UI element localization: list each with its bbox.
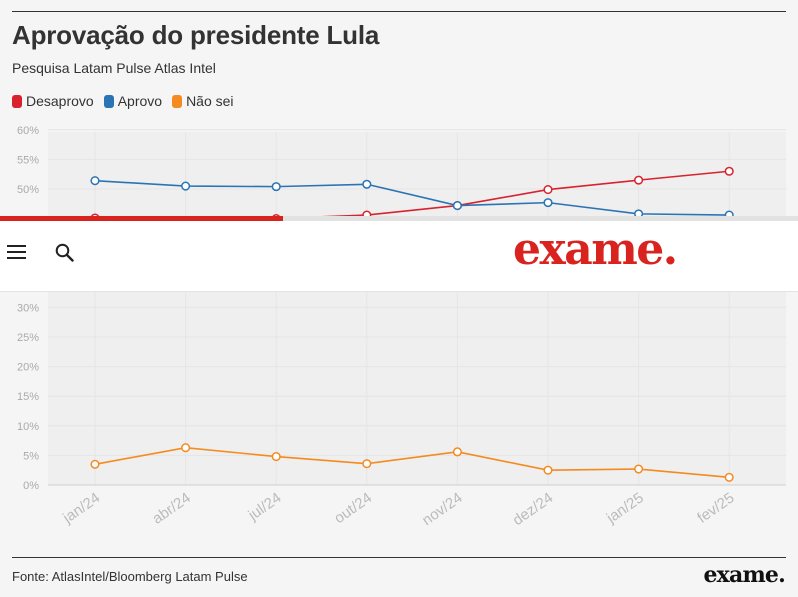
y-tick-label: 5%: [23, 450, 39, 462]
top-rule: [12, 11, 786, 12]
legend: Desaprovo Aprovo Não sei: [12, 93, 234, 109]
data-point-nao-sei: [362, 459, 372, 469]
chart-title: Aprovação do presidente Lula: [12, 20, 380, 50]
data-point-aprovo: [543, 198, 553, 208]
y-tick-label: 55%: [17, 154, 39, 166]
data-point-aprovo: [181, 181, 191, 191]
data-point-nao-sei: [90, 459, 100, 469]
x-tick-label: fev/25: [694, 489, 737, 526]
legend-swatch-nao-sei: [172, 94, 183, 108]
x-tick-label: nov/24: [419, 489, 466, 529]
y-tick-label: 0%: [23, 480, 39, 492]
data-point-nao-sei: [543, 465, 553, 475]
x-tick-label: jan/24: [59, 489, 103, 527]
brand-logo[interactable]: exame.: [513, 224, 678, 275]
legend-item-nao-sei[interactable]: Não sei: [172, 93, 234, 109]
data-point-aprovo: [452, 201, 462, 211]
legend-item-desaprovo[interactable]: Desaprovo: [12, 93, 94, 109]
x-tick-label: dez/24: [510, 489, 557, 529]
reading-progress-track: [0, 216, 798, 221]
data-point-nao-sei: [181, 443, 191, 453]
data-point-aprovo: [362, 179, 372, 189]
y-tick-label: 20%: [17, 362, 39, 374]
legend-label-aprovo: Aprovo: [117, 93, 163, 109]
y-tick-label: 60%: [17, 125, 39, 137]
data-point-nao-sei: [452, 447, 462, 457]
y-tick-label: 25%: [17, 332, 39, 344]
bottom-rule: [12, 557, 786, 558]
y-tick-label: 50%: [17, 184, 39, 196]
series-line-aprovo: [94, 179, 730, 216]
y-tick-label: 15%: [17, 391, 39, 403]
legend-swatch-aprovo: [103, 94, 114, 108]
x-tick-label: abr/24: [149, 489, 194, 527]
x-tick-label: out/24: [331, 489, 375, 527]
data-point-nao-sei: [724, 472, 734, 482]
legend-label-desaprovo: Desaprovo: [26, 93, 94, 109]
x-tick-label: jul/24: [245, 489, 285, 524]
legend-item-aprovo[interactable]: Aprovo: [103, 93, 163, 109]
y-tick-label: 30%: [17, 302, 39, 314]
series-line-nao-sei: [94, 446, 730, 479]
search-icon[interactable]: [54, 242, 76, 264]
menu-icon[interactable]: [7, 244, 27, 260]
legend-swatch-desaprovo: [12, 94, 22, 108]
data-point-aprovo: [90, 176, 100, 186]
x-tick-label: jan/25: [603, 489, 647, 527]
footer-logo: exame.: [703, 562, 785, 588]
data-point-desaprovo: [724, 166, 734, 176]
data-point-desaprovo: [634, 175, 644, 185]
reading-progress-bar: [0, 216, 284, 221]
chart-subtitle: Pesquisa Latam Pulse Atlas Intel: [12, 60, 216, 76]
source-note: Fonte: AtlasIntel/Bloomberg Latam Pulse: [12, 569, 248, 584]
data-point-desaprovo: [543, 185, 553, 195]
y-tick-label: 10%: [17, 421, 39, 433]
data-point-nao-sei: [271, 452, 281, 462]
data-point-nao-sei: [634, 464, 644, 474]
legend-label-nao-sei: Não sei: [186, 93, 234, 109]
data-point-aprovo: [271, 182, 281, 192]
site-header-overlay: [0, 216, 798, 292]
